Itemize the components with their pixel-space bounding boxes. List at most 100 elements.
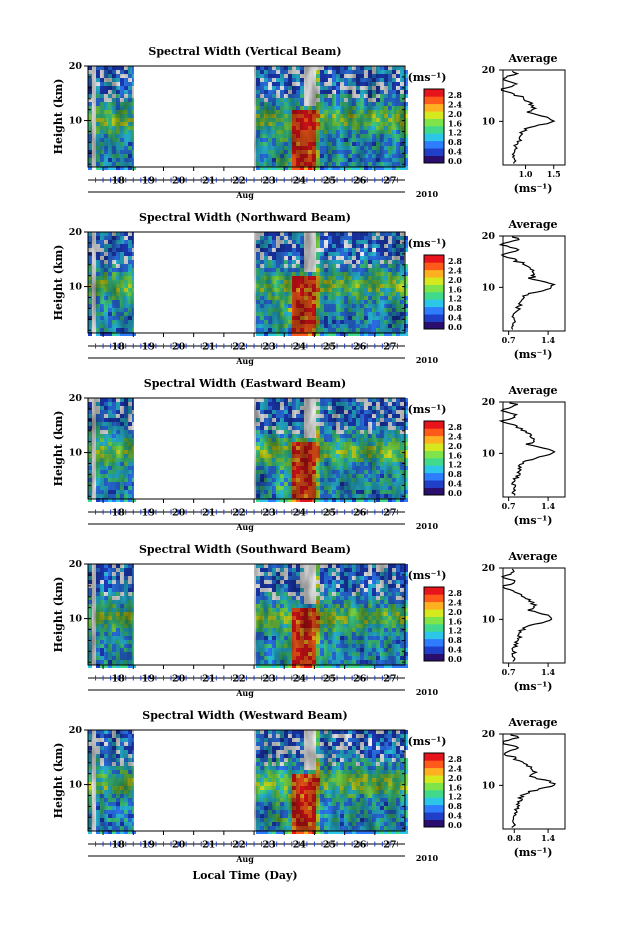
heatmap-cell <box>404 94 408 98</box>
heatmap-cell <box>288 166 292 170</box>
average-y-tick-label: 20 <box>482 397 496 408</box>
heatmap-cell <box>324 498 328 502</box>
heatmap-cell <box>340 332 344 336</box>
heatmap-cell <box>404 166 408 170</box>
colorbar-band <box>424 118 444 127</box>
heatmap-cell <box>388 166 392 170</box>
panel-3: Spectral Width (Eastward Beam)2010Height… <box>52 377 566 532</box>
heatmap-cell <box>392 664 396 668</box>
colorbar-band <box>424 321 444 330</box>
heatmap-cell <box>356 332 360 336</box>
heatmap-cell <box>276 166 280 170</box>
colorbar-tick-label: 0.0 <box>448 156 462 166</box>
heatmap-cell <box>316 664 320 668</box>
heatmap-cell <box>276 498 280 502</box>
heatmap-cell <box>268 332 272 336</box>
average-frame <box>502 235 566 332</box>
colorbar-tick-label: 0.0 <box>448 322 462 332</box>
average-y-tick-label: 20 <box>482 231 496 242</box>
heatmap-cell <box>292 664 296 668</box>
colorbar-band <box>424 428 444 437</box>
data-gap <box>133 66 255 167</box>
heatmap-cell <box>404 572 408 576</box>
heatmap-cell <box>404 284 408 288</box>
heatmap-cell <box>404 478 408 482</box>
heatmap-cell <box>316 498 320 502</box>
year-label: 2010 <box>416 521 439 531</box>
average-frame <box>502 69 566 166</box>
heatmap-cell <box>88 498 92 502</box>
heatmap-cell <box>300 166 304 170</box>
colorbar-band <box>424 472 444 481</box>
heatmap-cell <box>344 498 348 502</box>
heatmap-cell <box>104 332 108 336</box>
colorbar-band <box>424 465 444 474</box>
heatmap-cell <box>404 486 408 490</box>
average-y-tick-label: 10 <box>482 116 496 127</box>
average-y-tick-label: 10 <box>482 448 496 459</box>
x-tick-label: 19 <box>142 176 156 187</box>
heatmap-cell <box>120 498 124 502</box>
x-tick-label: 18 <box>112 342 126 353</box>
heatmap-cell <box>368 166 372 170</box>
colorbar-band <box>424 148 444 156</box>
heatmap-cell <box>376 498 380 502</box>
heatmap-cell <box>404 498 408 502</box>
x-tick-label: 26 <box>353 176 367 187</box>
average-x-label: (ms⁻¹) <box>514 348 553 361</box>
heatmap-cell <box>404 106 408 110</box>
colorbar-tick-label: 1.6 <box>448 450 462 460</box>
heatmap-cell <box>404 442 408 446</box>
colorbar-tick-label: 1.2 <box>448 294 462 304</box>
colorbar-tick-label: 0.4 <box>448 313 462 323</box>
heatmap-cell <box>376 664 380 668</box>
heatmap-cell <box>256 664 260 668</box>
x-tick-label: 22 <box>232 508 245 519</box>
colorbar-band <box>424 487 444 496</box>
colorbar-tick-label: 1.6 <box>448 284 462 294</box>
heatmap-cell <box>332 664 336 668</box>
heatmap-cell <box>328 664 332 668</box>
heatmap-cell <box>404 596 408 600</box>
heatmap-cell <box>296 498 300 502</box>
average-frame <box>502 401 566 498</box>
heatmap-cell <box>116 664 120 668</box>
heatmap-cell <box>404 110 408 114</box>
heatmap-cell <box>132 332 136 336</box>
heatmap-cell <box>128 664 132 668</box>
heatmap-cell <box>292 332 296 336</box>
heatmap-cell <box>308 664 312 668</box>
heatmap-cell <box>340 166 344 170</box>
colorbar-label: (ms⁻¹) <box>408 237 447 250</box>
panel-title: Spectral Width (Eastward Beam) <box>144 377 346 390</box>
heatmap-cell <box>108 166 112 170</box>
heatmap-cell <box>404 600 408 604</box>
heatmap-cell <box>264 664 268 668</box>
heatmap-cell <box>404 434 408 438</box>
heatmap-cell <box>124 166 128 170</box>
heatmap-cell <box>328 332 332 336</box>
heatmap-cell <box>404 236 408 240</box>
x-tick-label: 22 <box>232 342 245 353</box>
heatmap-cell <box>324 332 328 336</box>
heatmap-cell <box>340 664 344 668</box>
heatmap-cell <box>404 446 408 450</box>
heatmap-cell <box>284 664 288 668</box>
heatmap-cell <box>364 332 368 336</box>
heatmap-cell <box>404 580 408 584</box>
heatmap-cell <box>384 166 388 170</box>
month-label: Aug <box>235 190 254 200</box>
heatmap-cell <box>260 664 264 668</box>
heatmap-cell <box>112 664 116 668</box>
heatmap-cell <box>280 498 284 502</box>
heatmap-cell <box>380 166 384 170</box>
average-profile-line <box>498 402 556 496</box>
heatmap-cell <box>392 498 396 502</box>
heatmap-cell <box>404 154 408 158</box>
heatmap-cell <box>404 462 408 466</box>
heatmap-cell <box>320 664 324 668</box>
heatmap-cell <box>380 332 384 336</box>
heatmap-cell <box>364 498 368 502</box>
heatmap-cell <box>260 498 264 502</box>
heatmap-cell <box>388 664 392 668</box>
